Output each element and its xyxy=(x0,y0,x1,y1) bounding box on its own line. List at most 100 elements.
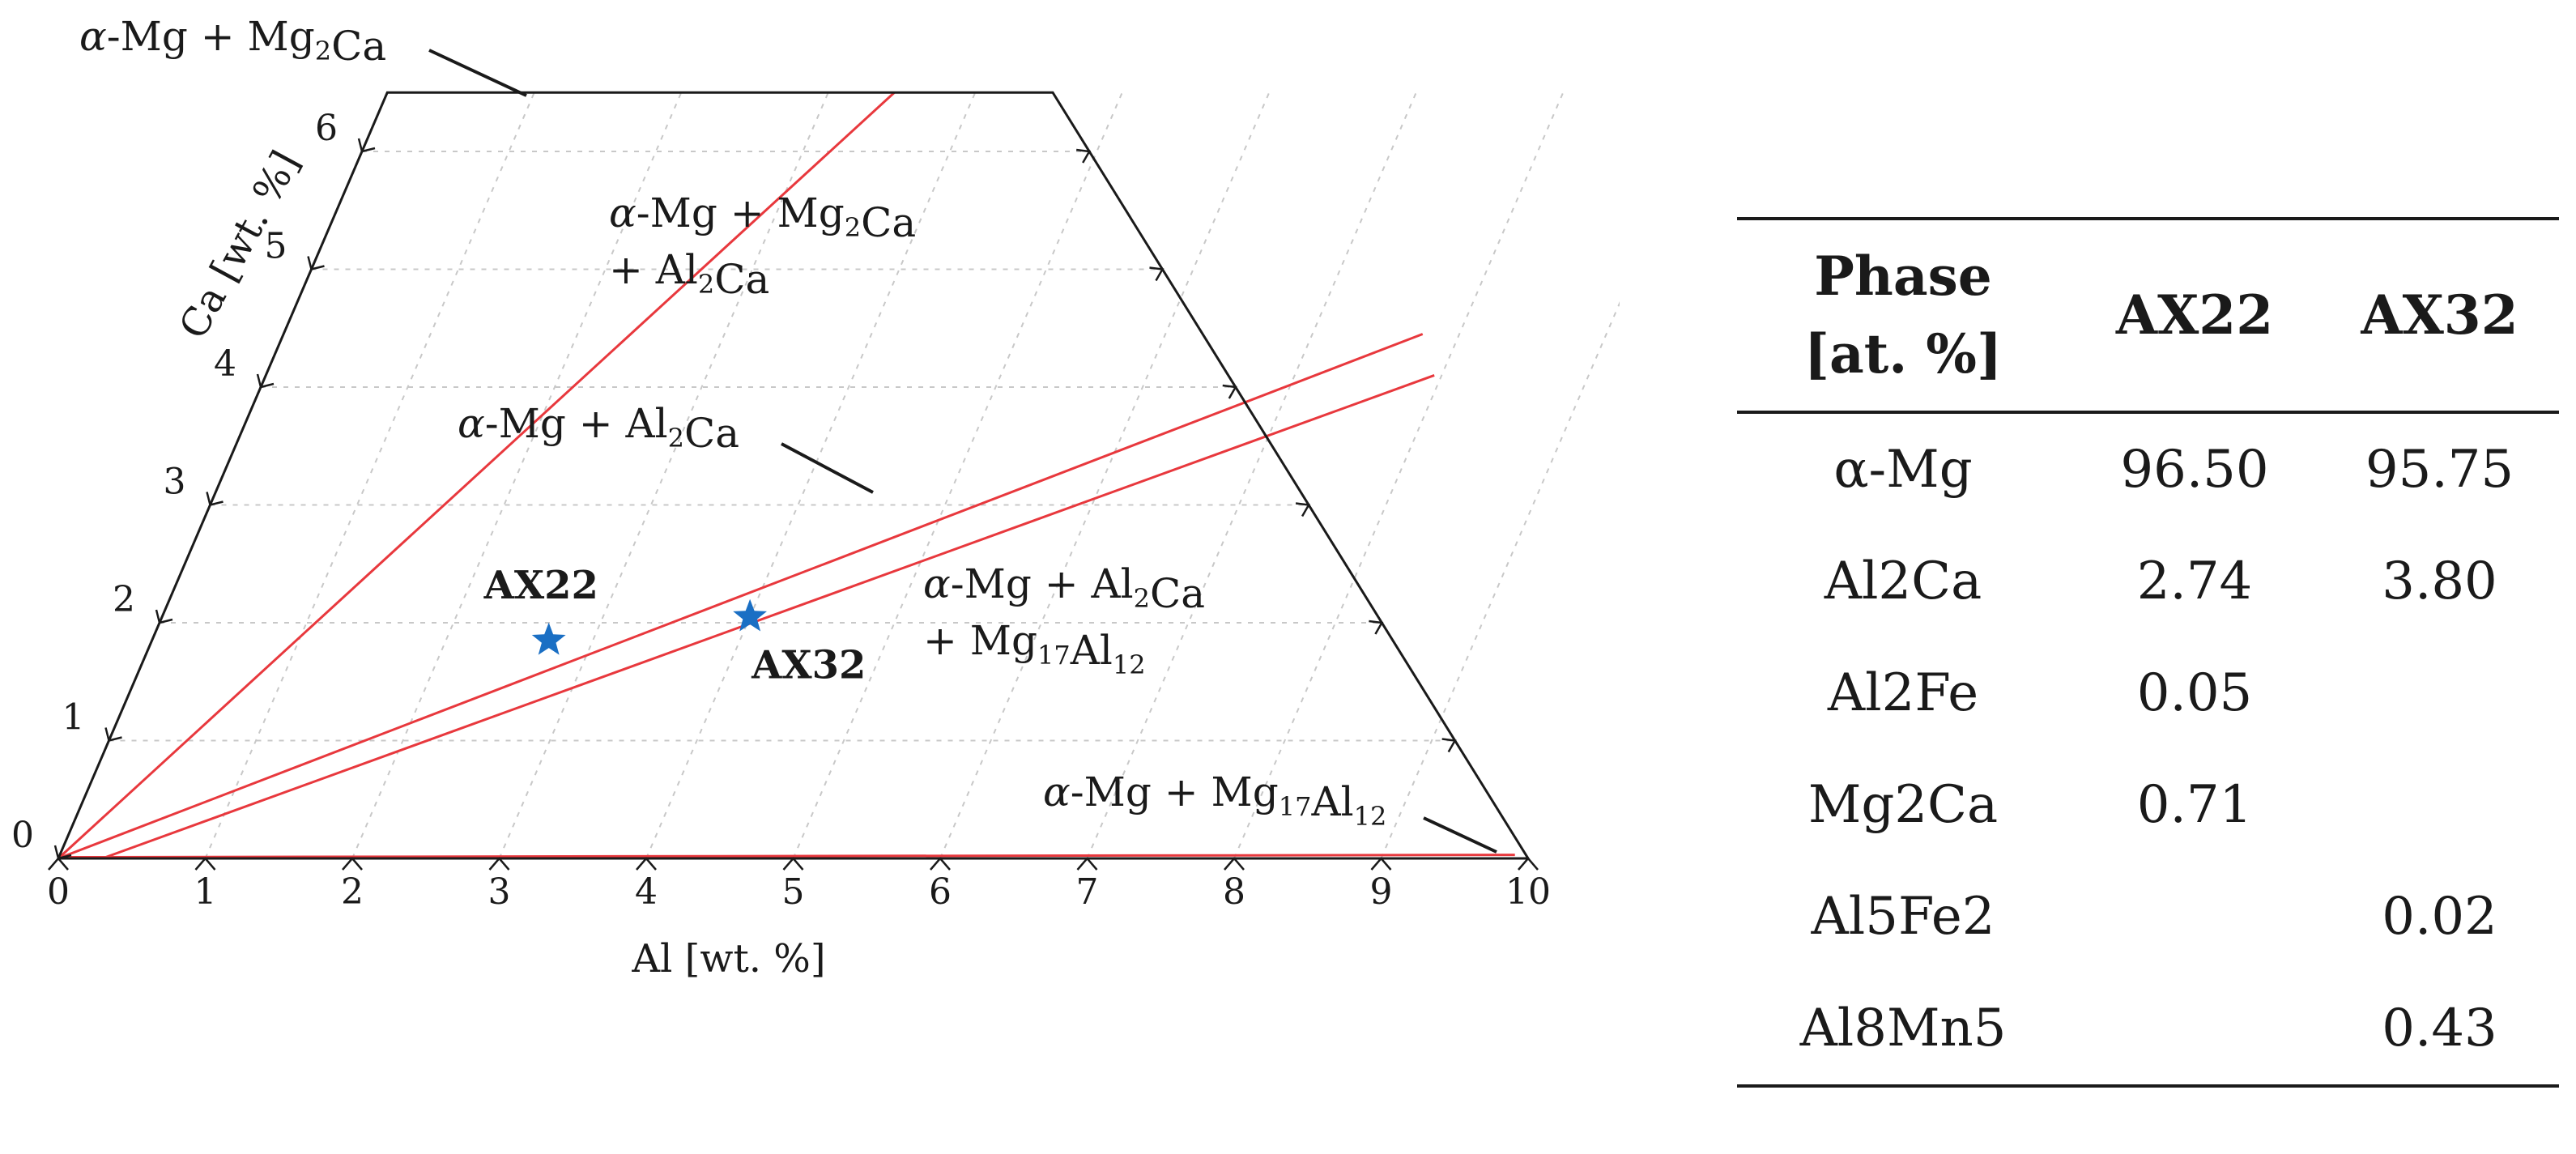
region-label: + Al2Ca xyxy=(609,246,769,303)
label-part: Ca xyxy=(684,410,739,457)
ax32-cell: 0.43 xyxy=(2382,999,2497,1059)
y-tick-label: 3 xyxy=(164,462,186,503)
subscript: 12 xyxy=(1113,649,1146,680)
label-part: Al xyxy=(1070,627,1113,674)
phase-cell: Al2Ca xyxy=(1824,551,1982,612)
region-label: α-Mg + Mg2Ca xyxy=(609,189,916,246)
region-label: α-Mg + Mg2Ca xyxy=(79,13,386,70)
y-tick-label: 2 xyxy=(113,579,135,620)
grid-line-al xyxy=(1086,92,1417,859)
subscript: 2 xyxy=(698,269,714,300)
grid-lines xyxy=(109,92,1620,859)
diagram-outline xyxy=(56,91,1531,860)
alloy-label: AX22 xyxy=(483,563,598,608)
x-tick-mark xyxy=(636,857,657,871)
region-leader-line xyxy=(428,49,527,97)
ax22-cell: 0.05 xyxy=(2136,663,2253,724)
label-part: Ca xyxy=(861,199,916,246)
label-part: α xyxy=(923,560,951,607)
right-tick-mark xyxy=(1222,384,1237,399)
y-tick-mark xyxy=(206,492,224,507)
grid-line-al xyxy=(204,92,535,859)
x-tick-mark xyxy=(1370,857,1392,871)
phase-boundary-line xyxy=(101,374,1435,860)
region-leader-line xyxy=(1423,816,1497,854)
ax22-cell: 2.74 xyxy=(2136,551,2253,612)
label-part: + Al xyxy=(609,246,698,293)
x-tick-mark xyxy=(488,857,510,871)
region-label: α-Mg + Al2Ca xyxy=(923,560,1205,617)
alloy-star-marker xyxy=(531,622,566,655)
subscript: 2 xyxy=(845,212,861,243)
y-tick-mark xyxy=(155,609,173,624)
right-edge-ticks xyxy=(1075,148,1457,753)
header-phase-line1: Phase xyxy=(1814,245,1992,308)
subscript: 17 xyxy=(1037,640,1071,671)
phase-boundary-line xyxy=(57,333,1424,860)
label-part: -Mg + Al xyxy=(951,560,1134,607)
grid-line-al xyxy=(645,92,977,859)
ax32-cell: 0.02 xyxy=(2382,887,2497,947)
header-phase-line2: [at. %] xyxy=(1803,322,2003,385)
subscript: 2 xyxy=(668,423,684,454)
ax32-cell xyxy=(2320,637,2559,749)
right-tick-mark xyxy=(1369,620,1384,635)
label-part: α xyxy=(458,400,485,447)
y-tick-label: 0 xyxy=(11,815,34,856)
region-leader-line xyxy=(781,442,874,494)
table-header-row: Phase [at. %] AX22 AX32 xyxy=(1737,219,2559,413)
x-tick-label: 4 xyxy=(635,871,658,913)
ax32-cell xyxy=(2320,749,2559,861)
alloy-star-marker xyxy=(733,598,767,632)
grid-line-al xyxy=(351,92,683,859)
alloy-label: AX32 xyxy=(751,643,866,688)
label-part: -Mg + Mg xyxy=(637,189,845,236)
grid-line-al xyxy=(1380,300,1620,859)
subscript: 2 xyxy=(1134,583,1150,614)
y-tick-mark xyxy=(256,373,275,389)
x-tick-label: 9 xyxy=(1370,871,1393,913)
label-part: + Mg xyxy=(923,617,1037,664)
ax32-cell: 95.75 xyxy=(2365,440,2514,500)
x-tick-label: 10 xyxy=(1505,871,1551,913)
y-tick-label: 5 xyxy=(265,226,287,267)
label-part: -Mg + Mg xyxy=(1071,769,1279,815)
y-tick-mark xyxy=(53,845,72,860)
grid-line-al xyxy=(792,92,1123,859)
label-part: α xyxy=(609,189,637,236)
right-tick-mark xyxy=(1075,148,1092,164)
x-tick-label: 0 xyxy=(47,871,70,913)
subscript: 17 xyxy=(1279,791,1312,822)
right-tick-mark xyxy=(1441,738,1457,753)
label-part: α xyxy=(79,13,107,60)
label-part: Al xyxy=(1310,778,1353,825)
grid-line-al xyxy=(1233,92,1565,859)
phase-cell: Al5Fe2 xyxy=(1811,887,1995,947)
header-phase: Phase [at. %] xyxy=(1737,219,2069,412)
ax22-cell: 0.71 xyxy=(2136,775,2253,836)
x-tick-label: 2 xyxy=(341,871,364,913)
label-part: α xyxy=(1043,769,1071,815)
leader-lines xyxy=(428,49,1497,854)
subscript: 2 xyxy=(315,36,331,66)
phase-cell: Al8Mn5 xyxy=(1799,999,2007,1059)
x-tick-label: 6 xyxy=(929,871,952,913)
subscript: 12 xyxy=(1354,801,1387,832)
phase-cell: Al2Fe xyxy=(1827,663,1979,724)
x-tick-label: 1 xyxy=(194,871,217,913)
x-tick-mark xyxy=(782,857,804,871)
y-tick-label: 1 xyxy=(62,697,85,739)
y-tick-mark xyxy=(357,138,376,153)
right-tick-mark xyxy=(1295,502,1311,517)
y-tick-label: 6 xyxy=(315,108,338,149)
x-tick-label: 3 xyxy=(488,871,511,913)
x-tick-mark xyxy=(48,857,69,871)
table-row: Al8Mn5 0.43 xyxy=(1737,973,2559,1087)
x-tick-label: 8 xyxy=(1223,871,1245,913)
x-tick-mark xyxy=(1518,857,1539,871)
x-tick-label: 7 xyxy=(1076,871,1099,913)
x-ticks: 0 1 2 3 4 5 6 7 8 9 10 xyxy=(47,857,1551,913)
ax32-cell: 3.80 xyxy=(2382,551,2497,612)
ax22-cell xyxy=(2069,861,2320,973)
